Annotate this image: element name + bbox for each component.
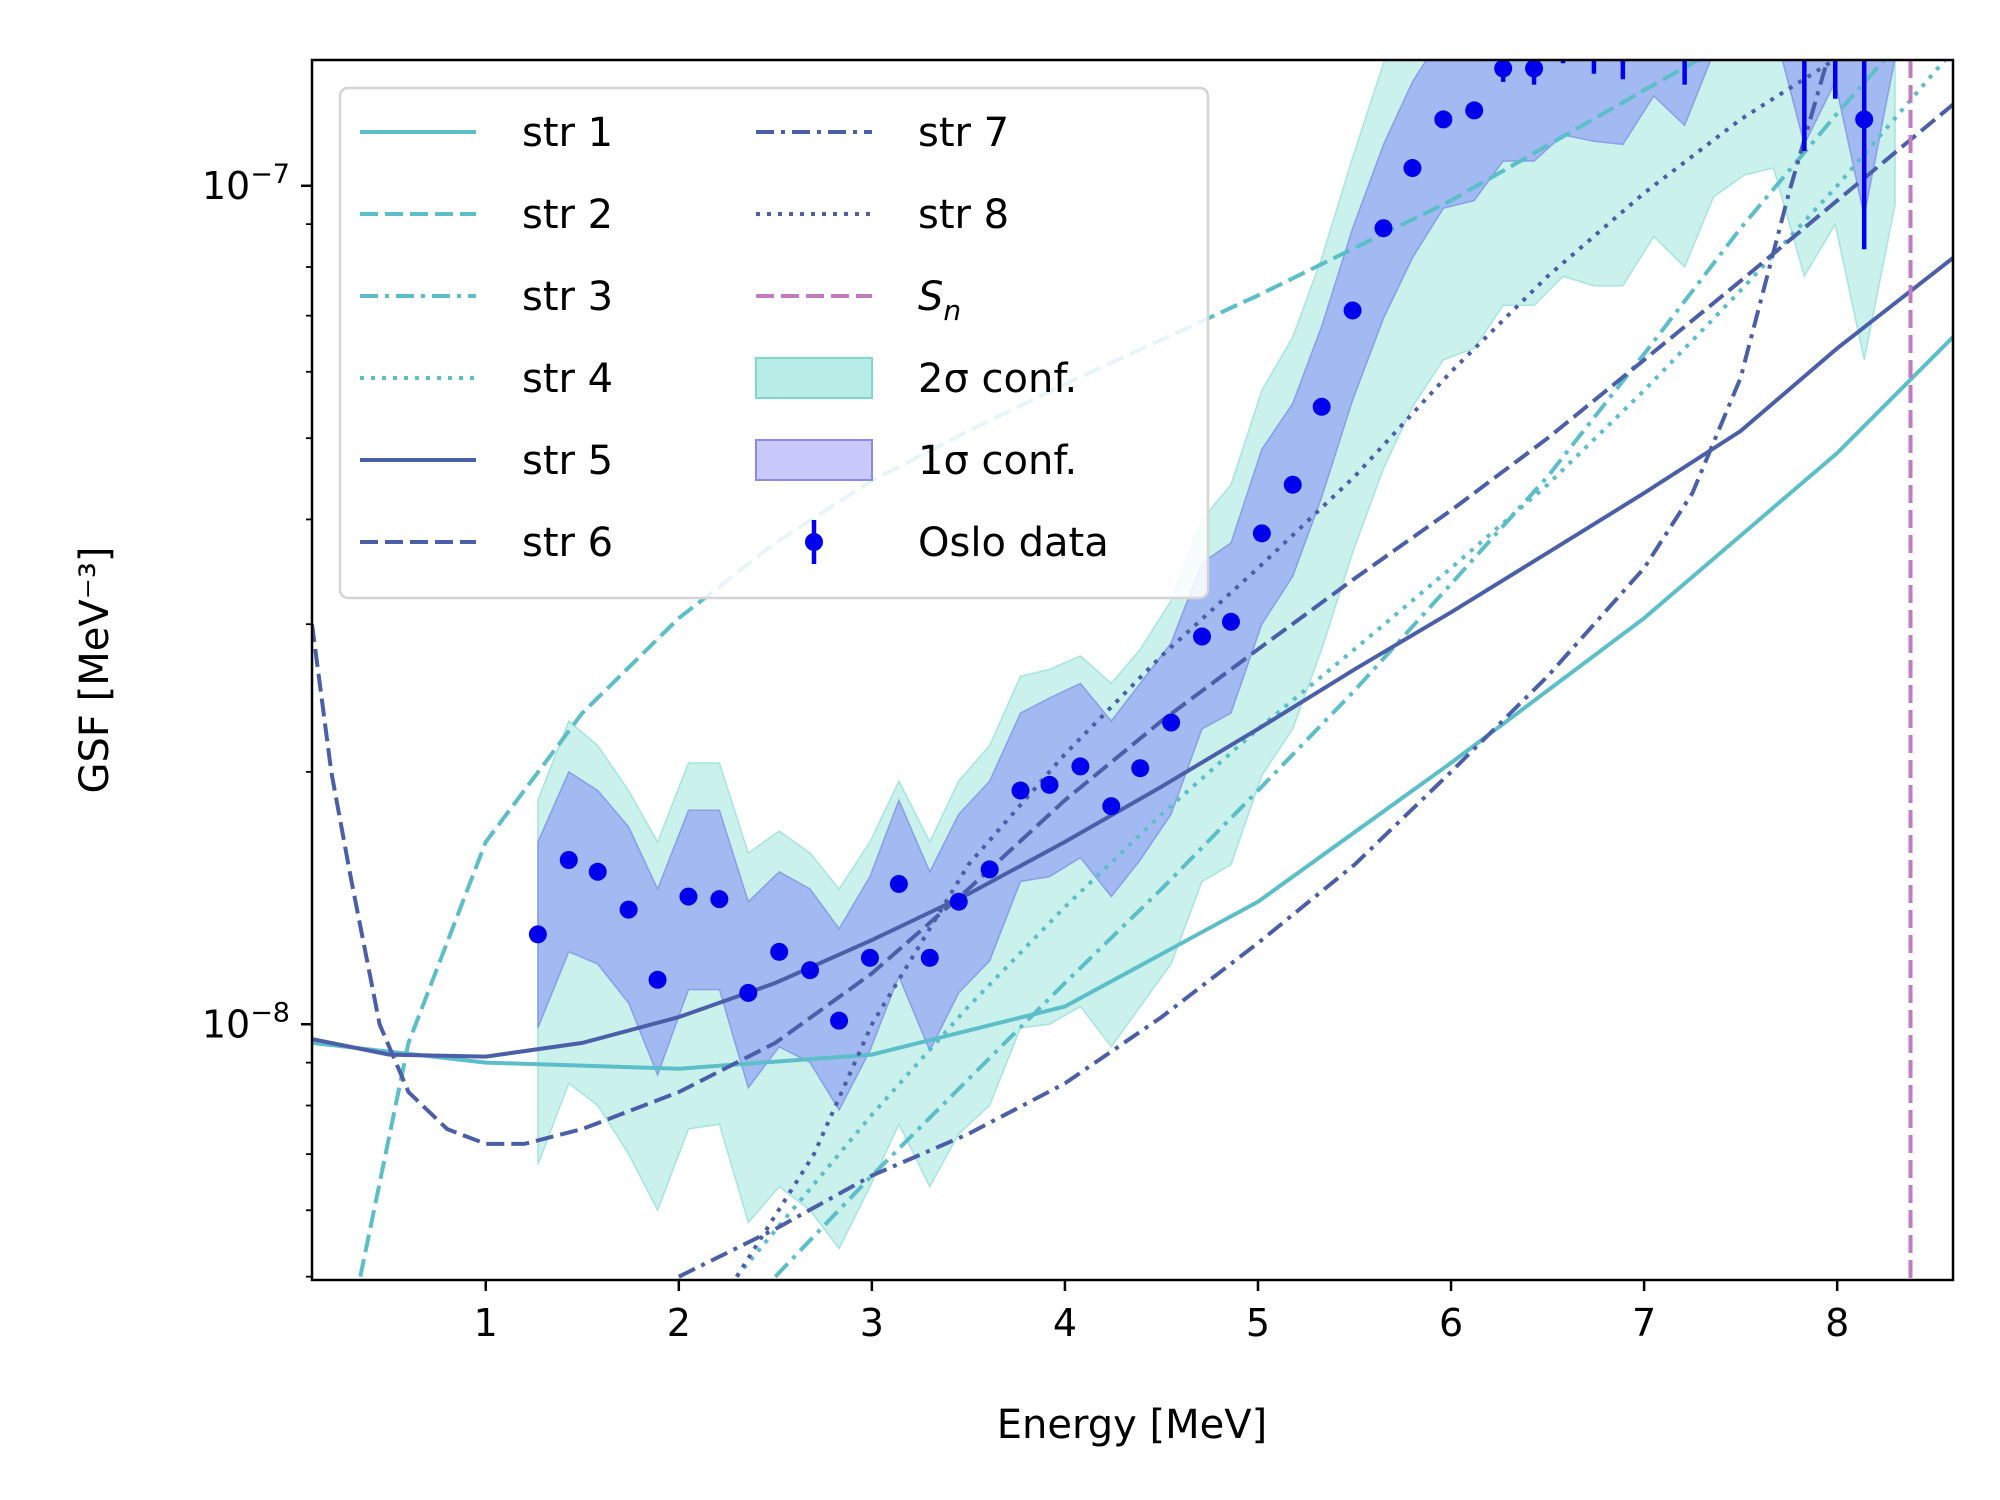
- data-point: [710, 890, 729, 909]
- y-axis: 10−8 10−7: [202, 159, 312, 1278]
- data-point: [1252, 524, 1271, 543]
- data-point: [1162, 713, 1181, 732]
- plot-frame: [310, 58, 1955, 1282]
- legend-item-str-8: str 8: [756, 192, 1009, 238]
- x-tick-label: 1: [474, 1301, 498, 1345]
- x-tick-label: 7: [1632, 1301, 1656, 1345]
- legend-label: 1σ conf.: [918, 438, 1077, 484]
- data-point: [920, 948, 939, 967]
- legend-point-swatch: [805, 533, 823, 551]
- curve-str-4: [735, 60, 1948, 1278]
- legend-item-str-1: str 1: [360, 110, 613, 156]
- x-axis-label: Energy [MeV]: [997, 1402, 1267, 1448]
- data-point: [648, 970, 667, 989]
- data-point: [739, 983, 758, 1002]
- data-point: [1193, 627, 1212, 646]
- data-point: [619, 900, 638, 919]
- oslo-data-points: [528, 60, 1874, 1030]
- legend-item-str-5: str 5: [360, 438, 613, 484]
- legend-item-str-3: str 3: [360, 274, 613, 320]
- data-point: [1102, 797, 1121, 816]
- data-point: [860, 948, 879, 967]
- legend-label: Oslo data: [918, 520, 1109, 566]
- data-point: [980, 860, 999, 879]
- data-point: [1131, 759, 1150, 778]
- data-point: [1403, 159, 1422, 178]
- curve-str-1: [312, 335, 1953, 1071]
- data-point: [528, 925, 547, 944]
- y-tick-label: 10−8: [202, 997, 290, 1046]
- legend-item-str-7: str 7: [756, 110, 1009, 156]
- legend-item-str-6: str 6: [360, 520, 613, 566]
- legend-label: str 7: [918, 110, 1009, 156]
- legend-label: str 8: [918, 192, 1009, 238]
- legend-item-sn: Sn: [756, 274, 961, 327]
- data-point: [1221, 612, 1240, 631]
- legend-frame: [338, 86, 1210, 600]
- data-point: [1343, 301, 1362, 320]
- data-point: [1374, 219, 1393, 238]
- data-point: [801, 961, 820, 980]
- legend-item-str-2: str 2: [360, 192, 613, 238]
- data-point: [1283, 475, 1302, 494]
- data-point: [1525, 60, 1544, 78]
- x-tick-label: 6: [1439, 1301, 1463, 1345]
- legend-label: str 1: [522, 110, 613, 156]
- data-point: [1011, 781, 1030, 800]
- legend-label: str 3: [522, 274, 613, 320]
- legend-item-1-conf: 1σ conf.: [755, 438, 1077, 484]
- legend-item-str-4: str 4: [360, 356, 613, 402]
- data-point: [770, 942, 789, 961]
- legend-patch-swatch: [755, 357, 873, 399]
- data-point: [1312, 397, 1331, 416]
- curve-str-6: [312, 102, 1953, 1146]
- confidence-bands: [537, 60, 1896, 1251]
- data-point: [1465, 101, 1484, 120]
- y-tick-label: 10−7: [202, 159, 290, 208]
- y-axis-label: GSF [MeV⁻³]: [72, 547, 118, 794]
- x-tick-label: 4: [1053, 1301, 1077, 1345]
- data-point: [559, 851, 578, 870]
- data-point: [830, 1011, 849, 1030]
- band-1sigma: [537, 60, 1896, 1112]
- data-point: [949, 892, 968, 911]
- x-tick-label: 8: [1825, 1301, 1849, 1345]
- data-point: [1071, 757, 1090, 776]
- data-point: [679, 887, 698, 906]
- legend-label: 2σ conf.: [918, 356, 1077, 402]
- legend-label: str 5: [522, 438, 613, 484]
- data-point: [1040, 775, 1059, 794]
- x-tick-label: 5: [1246, 1301, 1270, 1345]
- x-tick-label: 2: [667, 1301, 691, 1345]
- legend-patch-swatch: [755, 439, 873, 481]
- data-point: [588, 862, 607, 881]
- data-point: [1855, 110, 1874, 129]
- legend: str 1 str 2 str 3 str 4 str 5 str 6 str 7 str 8…: [338, 86, 1210, 600]
- data-point: [1434, 110, 1453, 129]
- legend-label: Sn: [918, 274, 961, 327]
- legend-label: str 2: [522, 192, 613, 238]
- x-axis: 1 2 3 4 5 6 7 8: [474, 1280, 1849, 1345]
- legend-label: str 4: [522, 356, 613, 402]
- legend-item-oslo-data: Oslo data: [805, 520, 1109, 566]
- legend-label: str 6: [522, 520, 613, 566]
- legend-item-2-conf: 2σ conf.: [755, 356, 1077, 402]
- x-tick-label: 3: [860, 1301, 884, 1345]
- data-point: [889, 874, 908, 893]
- data-point: [1494, 60, 1513, 78]
